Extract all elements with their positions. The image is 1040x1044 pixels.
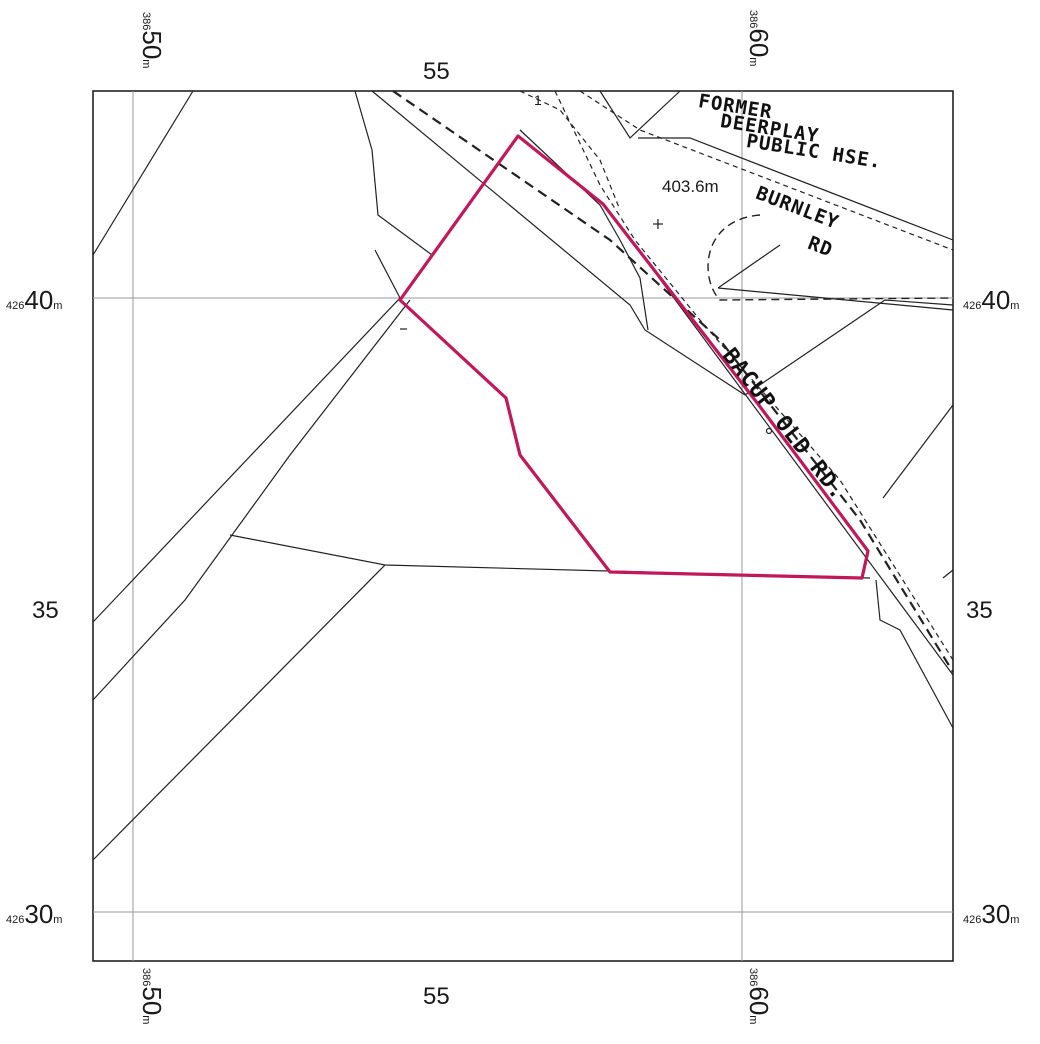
northing-label-left-upper: 42640m [6,285,63,315]
boundary-line [92,90,194,256]
road-edges [392,90,954,673]
northing-label-left-lower: 42630m [6,899,63,929]
feature-number-label: 1 [534,92,542,108]
boundary-line [92,564,386,861]
boundary-line [229,534,871,579]
boundary-line [717,287,954,311]
survey-point [765,427,773,435]
boundary-line [744,299,954,396]
boundary-line [354,90,433,256]
easting-label-top-mid: 55 [423,58,450,85]
grid-lines [93,91,953,961]
easting-label-bottom-right: 38660m [744,968,774,1025]
easting-label-bottom-left: 38650m [137,968,167,1025]
road-edge-dashed [554,90,954,661]
map-marks [400,219,773,435]
boundary-line [92,299,411,701]
boundary-line [717,244,781,289]
spot-height-label: 403.6m [662,177,719,196]
northing-label-left-mid: 35 [32,597,59,624]
boundary-line [638,137,954,241]
road-edge-dashed [707,214,954,301]
northing-label-right-upper: 42640m [963,285,1020,315]
site-boundary [398,134,870,580]
map-frame [92,90,954,962]
boundary-line [371,90,746,396]
boundary-line [882,404,954,499]
boundary-line [875,579,954,729]
boundary-line [942,569,954,579]
boundary-line [92,249,401,623]
easting-label-top-left: 38650m [137,12,167,69]
easting-label-top-right: 38660m [744,10,774,67]
easting-label-bottom-mid: 55 [423,983,450,1010]
northing-label-right-lower: 42630m [963,899,1020,929]
northing-label-right-mid: 35 [966,597,993,624]
boundary-line [599,90,681,139]
road-edge-dashed [519,90,621,211]
